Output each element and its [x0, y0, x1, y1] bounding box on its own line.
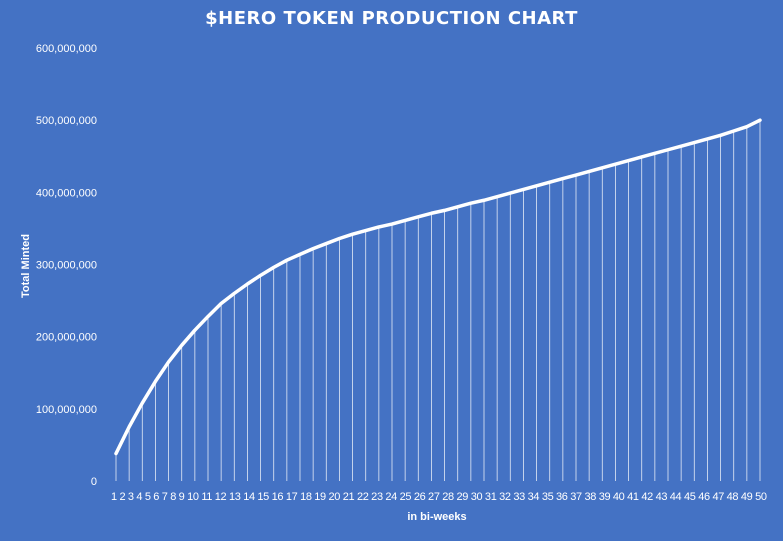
- x-axis-ticks: 1 2 3 4 5 6 7 8 9 10 11 12 13 14 15 16 1…: [111, 491, 767, 503]
- y-axis-label: Total Minted: [20, 234, 32, 298]
- y-tick-label: 0: [91, 476, 97, 488]
- series-line-group: [114, 118, 762, 456]
- y-tick-label: 100,000,000: [36, 404, 97, 416]
- y-tick-label: 500,000,000: [36, 115, 97, 127]
- y-tick-label: 200,000,000: [36, 332, 97, 344]
- y-tick-label: 400,000,000: [36, 187, 97, 199]
- x-axis-label: in bi-weeks: [407, 511, 466, 523]
- series-line: [114, 118, 762, 456]
- y-axis-ticks: 0 100,000,000 200,000,000 300,000,000 400,00…: [36, 43, 97, 488]
- chart-title: $HERO TOKEN PRODUCTION CHART: [205, 8, 578, 29]
- y-tick-label: 600,000,000: [36, 43, 97, 55]
- x-tick-labels: 1 2 3 4 5 6 7 8 9 10 11 12 13 14 15 16 1…: [111, 491, 767, 503]
- y-tick-label: 300,000,000: [36, 260, 97, 272]
- drop-lines: [115, 120, 761, 481]
